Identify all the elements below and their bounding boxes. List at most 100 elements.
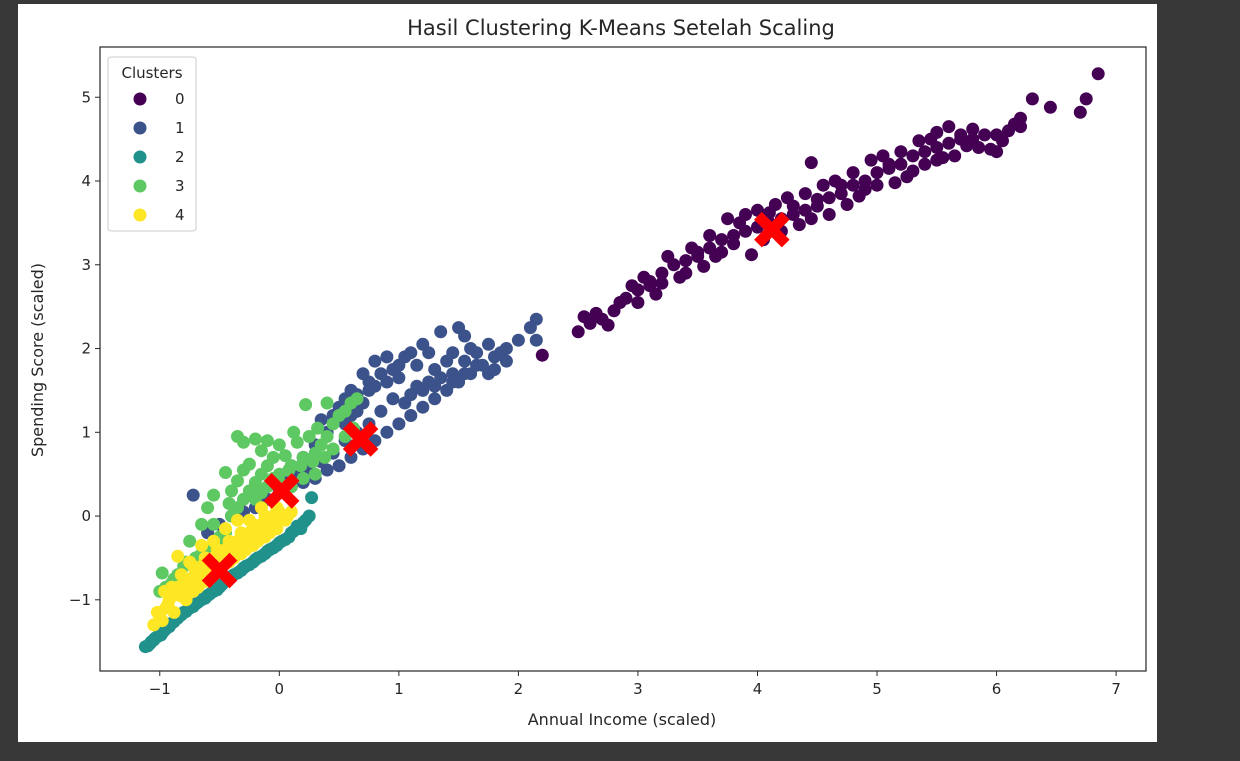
data-point [804,156,818,170]
y-tick-label: 3 [81,256,91,274]
data-point [177,584,191,598]
data-point [311,421,325,435]
data-point [258,509,272,523]
data-point [697,259,711,273]
data-point [380,350,394,364]
legend: Clusters 0 1 2 3 4 [107,56,197,232]
data-point [894,157,908,171]
data-point [954,128,968,142]
x-tick-label: −1 [149,680,171,698]
data-point [404,388,418,402]
data-point [294,522,308,536]
data-point [906,164,920,178]
data-point [529,333,543,347]
data-point [482,337,495,351]
data-point [721,212,735,226]
data-point [655,276,669,290]
series-4 [147,501,298,632]
data-point [511,333,525,347]
data-point [715,233,729,247]
data-point [535,348,549,362]
data-point [234,526,248,540]
data-point [643,279,657,293]
data-point [269,516,283,530]
data-point [978,128,992,142]
data-point [786,199,800,213]
series-0 [535,67,1105,362]
data-point [198,591,212,605]
data-point [171,549,185,563]
chart-figure: Hasil Clustering K-Means Setelah Scaling… [18,4,1157,742]
data-point [254,444,268,458]
x-tick-label: 5 [872,680,882,698]
data-point [305,491,319,505]
data-point [386,363,400,376]
data-point [386,392,400,406]
legend-marker [133,179,147,193]
data-point [691,249,705,263]
centroid-marker [201,552,238,589]
data-point [222,534,236,548]
data-point [960,139,974,153]
data-point [601,318,615,332]
data-point [613,296,627,309]
data-point [1079,92,1093,106]
data-point [201,501,215,515]
data-point [210,543,224,557]
centroid-marker [263,473,300,509]
data-point [792,218,806,232]
y-tick-label: −1 [69,591,91,609]
data-point [822,208,836,221]
data-point [625,279,639,293]
legend-title: Clusters [121,64,182,82]
data-point [894,145,908,159]
data-point [1073,105,1087,119]
data-point [350,392,364,406]
data-point [446,346,460,360]
data-point [368,354,382,368]
chart-title: Hasil Clustering K-Means Setelah Scaling [407,16,835,40]
data-point [306,455,320,469]
x-tick-label: 3 [633,680,643,698]
data-point [332,459,346,473]
data-point [237,463,250,477]
data-point [272,438,286,452]
data-point [846,178,860,192]
series-1 [186,312,543,540]
data-point [416,400,430,414]
data-point [207,517,221,531]
data-point [589,306,603,320]
data-point [234,564,248,577]
data-point [219,466,232,479]
data-point [231,474,244,488]
data-point [864,153,878,167]
x-axis-label: Annual Income (scaled) [528,710,717,729]
data-point [174,568,188,582]
data-point [380,425,394,439]
data-point [231,513,244,527]
data-point [906,149,920,163]
data-point [499,354,513,368]
data-point [422,346,436,360]
legend-label: 2 [175,148,185,166]
data-point [374,367,388,381]
data-point [715,245,729,259]
data-point [161,597,175,611]
data-point [1014,120,1027,134]
scatter-points [138,67,1105,654]
x-tick-label: 4 [753,680,763,698]
data-point [318,450,332,464]
data-point [282,463,296,477]
data-point [362,375,376,389]
data-point [398,350,412,364]
data-point [470,346,484,360]
legend-entries: 0 1 2 3 4 [133,90,185,224]
data-point [237,435,250,449]
data-point [948,149,962,163]
y-axis-ticks: −1 0 1 2 3 4 5 [69,88,100,609]
centroid-marker [754,211,790,248]
centroid-markers [201,211,790,589]
data-point [258,547,272,561]
data-point [410,358,424,372]
data-point [870,178,884,192]
